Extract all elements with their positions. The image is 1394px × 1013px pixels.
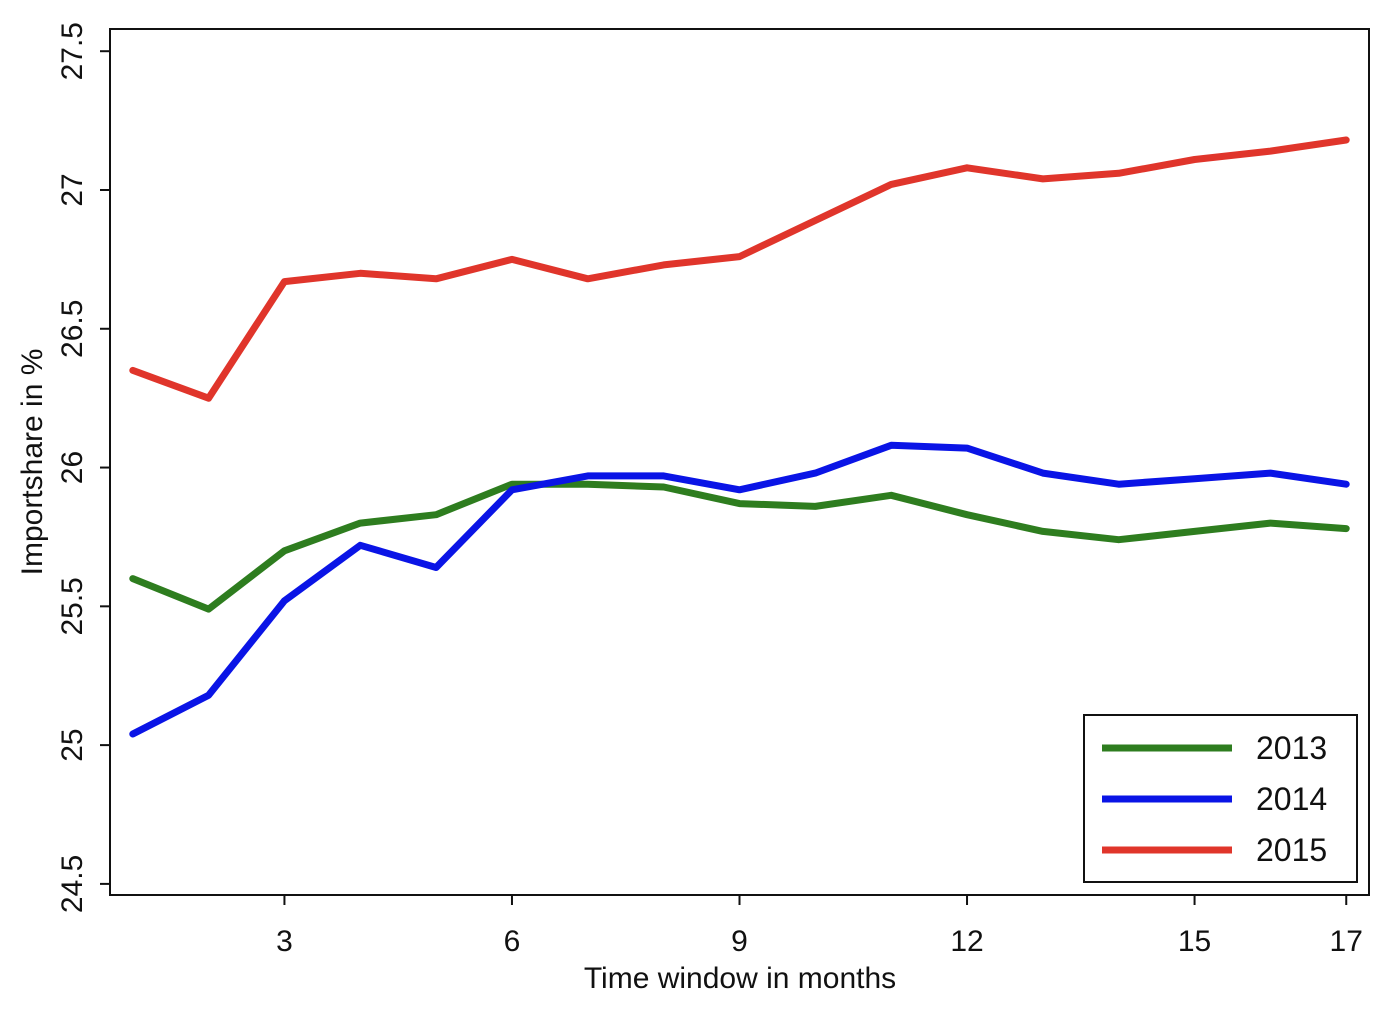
legend: 2013 2014 2015 [1083,714,1358,883]
series-layer [129,136,1350,738]
y-tick-label: 27 [56,173,89,206]
x-axis: 3 6 9 12 15 17 [276,895,1363,958]
series-line-2015 [129,136,1350,402]
x-tick-label: 17 [1330,925,1363,958]
legend-label-2014: 2014 [1256,781,1327,817]
y-axis-label: Importshare in % [16,349,49,576]
x-tick-label: 3 [276,925,293,958]
y-tick-label: 26 [56,451,89,484]
y-tick-label: 25 [56,728,89,761]
y-tick-label: 27.5 [56,22,89,80]
x-tick-label: 9 [731,925,748,958]
x-tick-label: 6 [504,925,521,958]
x-tick-label: 15 [1178,925,1211,958]
y-tick-label: 25.5 [56,577,89,635]
x-axis-label: Time window in months [584,962,896,995]
y-axis: 24.5 25 25.5 26 26.5 27 27.5 [56,22,110,913]
x-tick-label: 12 [950,925,983,958]
y-tick-label: 26.5 [56,300,89,358]
y-tick-label: 24.5 [56,855,89,913]
series-line-2014 [129,441,1350,738]
legend-label-2013: 2013 [1256,730,1327,766]
series-line-2013 [129,480,1350,613]
legend-label-2015: 2015 [1256,832,1327,868]
